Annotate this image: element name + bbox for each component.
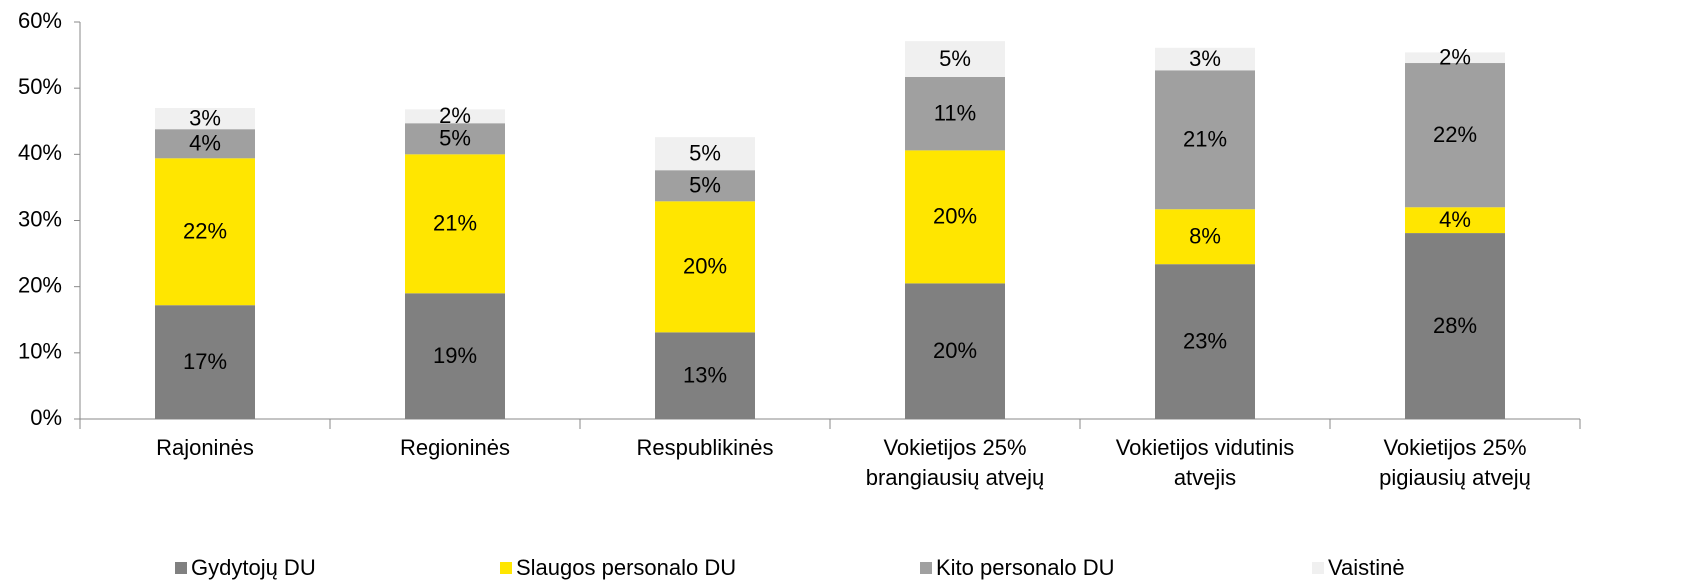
legend-swatch <box>175 562 187 574</box>
data-label: 4% <box>189 131 221 156</box>
x-tick-label-line: Rajoninės <box>156 435 254 460</box>
y-tick-label: 20% <box>18 272 62 297</box>
data-label: 5% <box>439 126 471 151</box>
y-tick-label: 10% <box>18 339 62 364</box>
bar-segment <box>905 150 1005 284</box>
data-label: 23% <box>1183 328 1227 353</box>
data-label: 2% <box>439 103 471 128</box>
x-tick-label: Rajoninės <box>156 435 254 460</box>
y-tick-label: 50% <box>18 74 62 99</box>
bar-segment <box>155 129 255 159</box>
data-label: 3% <box>189 105 221 130</box>
bar-segment <box>155 108 255 130</box>
x-tick-label-line: Respublikinės <box>637 435 774 460</box>
x-tick-label: Regioninės <box>400 435 510 460</box>
bar-segment <box>1155 47 1255 71</box>
x-tick-label-line: Vokietijos 25% <box>1383 435 1526 460</box>
bar-segment <box>905 76 1005 151</box>
bar-segment <box>655 170 755 202</box>
data-label: 28% <box>1433 313 1477 338</box>
x-tick-label: Vokietijos 25% brangiausių atvejų <box>866 435 1045 490</box>
bar-segment <box>405 154 505 294</box>
bar-segment <box>1405 52 1505 64</box>
x-tick-label-line: Vokietijos vidutinis <box>1116 435 1295 460</box>
data-label: 22% <box>1433 122 1477 147</box>
bar-segment <box>1405 233 1505 419</box>
bar-segment <box>1155 209 1255 265</box>
legend-swatch <box>1312 562 1324 574</box>
data-label: 20% <box>683 254 727 279</box>
data-label: 17% <box>183 349 227 374</box>
data-label: 8% <box>1189 224 1221 249</box>
bar-segment <box>1155 70 1255 210</box>
y-tick-label: 0% <box>30 405 62 430</box>
bar-segment <box>655 137 755 171</box>
x-tick-label-line: brangiausių atvejų <box>866 465 1045 490</box>
data-label: 3% <box>1189 46 1221 71</box>
y-tick-label: 40% <box>18 140 62 165</box>
bar-segment <box>155 305 255 419</box>
data-label: 2% <box>1439 45 1471 70</box>
data-label: 22% <box>183 219 227 244</box>
data-label: 5% <box>689 140 721 165</box>
bar-segment <box>155 158 255 306</box>
bar-segment <box>405 293 505 419</box>
x-tick-label-line: atvejis <box>1174 465 1236 490</box>
data-label: 20% <box>933 204 977 229</box>
data-label: 5% <box>689 173 721 198</box>
bar-segment <box>405 109 505 124</box>
bar-segment <box>1155 264 1255 419</box>
legend-label: Kito personalo DU <box>936 555 1115 580</box>
bar-segment <box>655 332 755 419</box>
bar-segment <box>405 123 505 155</box>
data-label: 4% <box>1439 207 1471 232</box>
data-label: 5% <box>939 46 971 71</box>
x-tick-label: Vokietijos vidutinis atvejis <box>1116 435 1295 490</box>
data-label: 11% <box>934 100 976 125</box>
data-label: 21% <box>433 211 477 236</box>
x-tick-label-line: Vokietijos 25% <box>883 435 1026 460</box>
legend-label: Vaistinė <box>1328 555 1405 580</box>
bar-segment <box>905 283 1005 419</box>
x-tick-label-line: Regioninės <box>400 435 510 460</box>
data-label: 19% <box>433 343 477 368</box>
bar-segment <box>1405 63 1505 208</box>
bar-segment <box>905 41 1005 77</box>
data-label: 21% <box>1183 127 1227 152</box>
x-tick-label-line: pigiausių atvejų <box>1379 465 1531 490</box>
x-tick-label: Vokietijos 25% pigiausių atvejų <box>1379 435 1531 490</box>
y-tick-label: 30% <box>18 206 62 231</box>
x-tick-label: Respublikinės <box>637 435 774 460</box>
data-label: 13% <box>683 362 727 387</box>
legend-swatch <box>920 562 932 574</box>
y-tick-label: 60% <box>18 8 62 33</box>
legend-label: Gydytojų DU <box>191 555 316 580</box>
legend-label: Slaugos personalo DU <box>516 555 736 580</box>
data-label: 20% <box>933 338 977 363</box>
bar-segment <box>655 201 755 333</box>
bar-segment <box>1405 207 1505 234</box>
legend-swatch <box>500 562 512 574</box>
